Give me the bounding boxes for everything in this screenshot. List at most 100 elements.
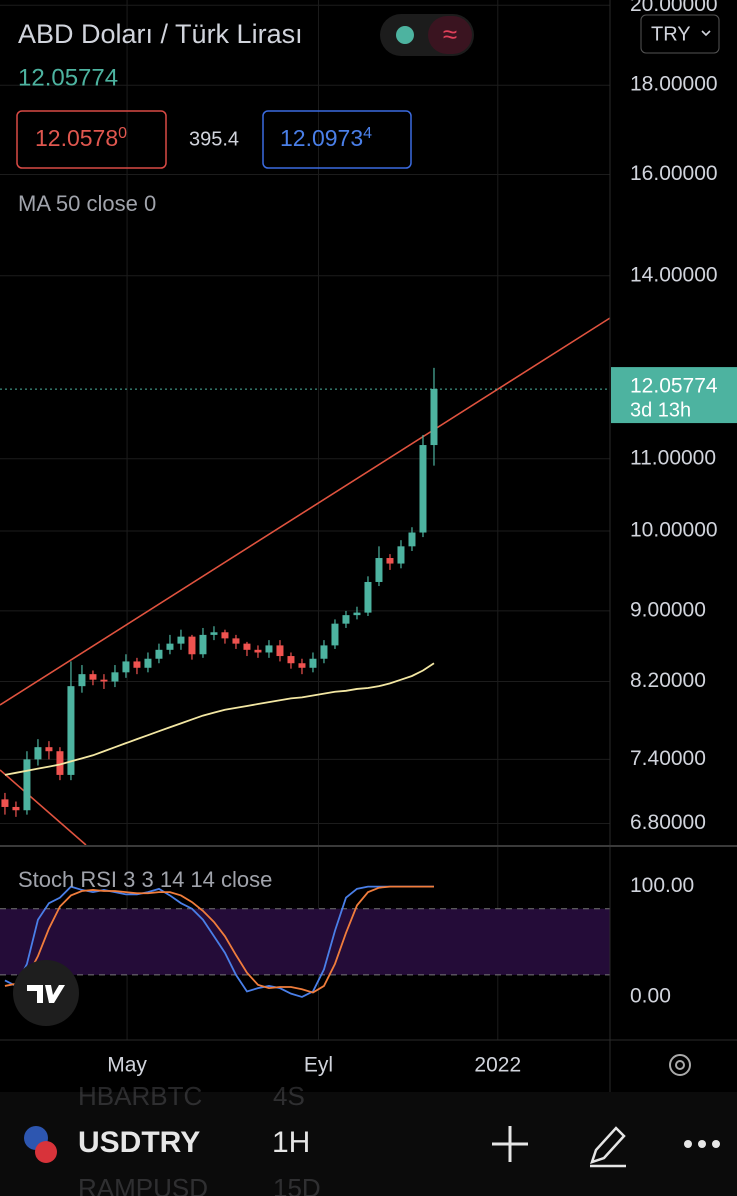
sell-button[interactable] bbox=[16, 110, 167, 169]
bid-main: 12.0578 bbox=[35, 125, 118, 151]
candle-body bbox=[298, 663, 306, 668]
candle-body bbox=[188, 636, 196, 655]
dot bbox=[684, 1140, 692, 1148]
candle-body bbox=[133, 661, 141, 668]
last-price-label: 12.05774 bbox=[630, 375, 718, 398]
plot-layer bbox=[0, 367, 610, 998]
interval-button[interactable]: 1H bbox=[272, 1126, 310, 1159]
bg-interval: 4S bbox=[273, 1081, 305, 1111]
candle-body bbox=[408, 532, 416, 547]
bg-symbol: HBARBTC bbox=[78, 1081, 202, 1111]
candle-body bbox=[342, 615, 350, 624]
candle-body bbox=[386, 558, 394, 564]
candle-body bbox=[276, 645, 284, 657]
y-tick-label: 8.20000 bbox=[630, 669, 706, 692]
last-price-box bbox=[611, 367, 737, 424]
ask-pip: 4 bbox=[363, 125, 372, 142]
candle-body bbox=[353, 612, 361, 616]
stoch-band bbox=[0, 908, 610, 975]
candle-body bbox=[78, 674, 86, 687]
y-tick-label: 18.00000 bbox=[630, 73, 718, 96]
market-open-dot bbox=[396, 26, 414, 44]
add-button[interactable] bbox=[492, 1126, 528, 1162]
settings-icon[interactable] bbox=[669, 1054, 691, 1076]
candle-body bbox=[111, 672, 119, 682]
dot bbox=[712, 1140, 720, 1148]
buy-button[interactable] bbox=[262, 110, 412, 169]
candle-body bbox=[144, 658, 152, 668]
candle-body bbox=[122, 661, 130, 673]
ask-main: 12.0973 bbox=[280, 125, 363, 151]
stoch-line bbox=[4, 885, 434, 998]
delayed-icon: ≈ bbox=[443, 19, 457, 49]
dropdown-caret bbox=[701, 30, 711, 37]
candle-body bbox=[1, 799, 9, 807]
flag-tr bbox=[35, 1141, 57, 1163]
candle-body bbox=[265, 645, 273, 653]
candle-body bbox=[67, 686, 75, 775]
symbol-button[interactable]: USDTRY bbox=[78, 1126, 200, 1159]
candle-body bbox=[309, 658, 317, 668]
candle-body bbox=[243, 643, 251, 650]
candle-body bbox=[430, 388, 438, 446]
draw-button[interactable] bbox=[590, 1126, 626, 1168]
last-price: 12.05774 bbox=[18, 64, 118, 91]
background-rows: HBARBTC 4S RAMPUSD 15D bbox=[78, 1081, 321, 1196]
candle-body bbox=[45, 747, 53, 752]
y-tick-label: 14.00000 bbox=[630, 263, 718, 286]
ask-price: 12.09734 bbox=[280, 125, 372, 151]
candle-body bbox=[166, 643, 174, 650]
candle-body bbox=[12, 806, 20, 811]
candle-body bbox=[210, 632, 218, 635]
spread: 395.4 bbox=[189, 128, 239, 150]
candle-body bbox=[23, 759, 31, 811]
candle-body bbox=[199, 634, 207, 655]
x-tick-label: May bbox=[107, 1054, 147, 1077]
candle-body bbox=[397, 546, 405, 564]
ma-legend: MA 50 close 0 bbox=[18, 191, 156, 216]
candle-body bbox=[287, 656, 295, 664]
y-tick-label: 11.00000 bbox=[630, 446, 716, 469]
logo-badge[interactable] bbox=[13, 960, 79, 1026]
settings-icon-core bbox=[675, 1060, 685, 1070]
dot bbox=[698, 1140, 706, 1148]
candle-body bbox=[320, 645, 328, 659]
candle-body bbox=[419, 445, 427, 533]
bid-pip: 0 bbox=[118, 125, 127, 142]
candle-body bbox=[56, 751, 64, 775]
y-tick-label: 100.00 bbox=[630, 874, 694, 897]
y-tick-label: 6.80000 bbox=[630, 811, 706, 834]
candle-body bbox=[221, 632, 229, 639]
candle-body bbox=[177, 636, 185, 644]
y-tick-label: 20.00000 bbox=[630, 0, 718, 16]
currency-button[interactable] bbox=[640, 14, 720, 54]
candle-body bbox=[155, 649, 163, 659]
candle-body bbox=[89, 674, 97, 680]
bid-price: 12.05780 bbox=[35, 125, 127, 151]
delayed-icon-bg bbox=[428, 16, 472, 54]
trend-line[interactable] bbox=[0, 317, 611, 706]
logo bbox=[27, 985, 65, 1003]
symbol-title: ABD Doları / Türk Lirası bbox=[18, 19, 303, 49]
stoch-line bbox=[4, 885, 434, 994]
y-tick-label: 0.00 bbox=[630, 985, 671, 1008]
currency-label: TRY bbox=[651, 23, 691, 45]
bottom-bar bbox=[0, 1092, 737, 1196]
candle-body bbox=[331, 623, 339, 646]
candle-body bbox=[232, 638, 240, 644]
candle-body bbox=[34, 747, 42, 760]
x-tick-label: Eyl bbox=[304, 1054, 333, 1077]
bg-interval: 15D bbox=[273, 1173, 321, 1196]
candle-body bbox=[375, 558, 383, 582]
more-button[interactable] bbox=[684, 1140, 720, 1148]
y-tick-label: 9.00000 bbox=[630, 598, 706, 621]
y-tick-label: 16.00000 bbox=[630, 162, 718, 185]
grid-layer bbox=[0, 0, 610, 1040]
trend-line[interactable] bbox=[0, 769, 87, 846]
stoch-legend: Stoch RSI 3 3 14 14 close bbox=[18, 867, 272, 892]
x-tick-label: 2022 bbox=[474, 1054, 521, 1077]
y-tick-label: 10.00000 bbox=[630, 519, 718, 542]
candle-body bbox=[100, 679, 108, 682]
